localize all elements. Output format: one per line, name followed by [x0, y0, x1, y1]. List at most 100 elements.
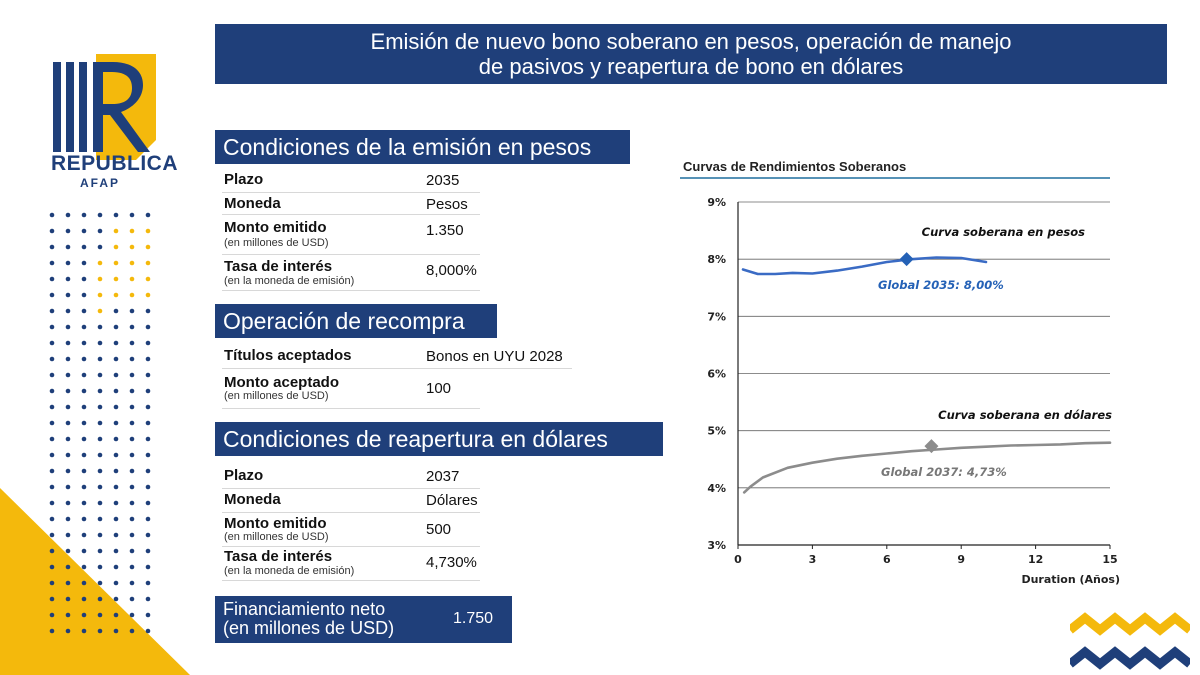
decorative-dot — [145, 404, 151, 410]
decorative-dot — [113, 212, 119, 218]
decorative-dot — [113, 612, 119, 618]
point-label-global-2037: Global 2037: 4,73% — [881, 465, 1007, 479]
decorative-dot — [81, 244, 87, 250]
decorative-dot — [113, 404, 119, 410]
decorative-dot — [145, 564, 151, 570]
recompra-monto-value: 100 — [426, 380, 452, 397]
decorative-dot — [81, 276, 87, 282]
y-tick-label: 7% — [707, 310, 726, 323]
decorative-dot — [81, 292, 87, 298]
decorative-dot — [49, 372, 55, 378]
decorative-dot — [49, 516, 55, 522]
decorative-dot — [97, 292, 103, 298]
decorative-dot — [65, 548, 71, 554]
decorative-dot — [97, 596, 103, 602]
decorative-dot — [65, 244, 71, 250]
pesos-moneda-row: Moneda Pesos — [222, 192, 480, 215]
dolares-monto-sub: (en millones de USD) — [224, 531, 329, 543]
navy-chevron-row — [1070, 646, 1190, 670]
gold-chevron-row — [1070, 612, 1190, 636]
page-title-line1: Emisión de nuevo bono soberano en pesos,… — [370, 29, 1012, 54]
decorative-dot — [113, 548, 119, 554]
decorative-dot — [113, 628, 119, 634]
decorative-dot — [49, 324, 55, 330]
decorative-dot — [129, 340, 135, 346]
y-tick-label: 8% — [707, 253, 726, 266]
x-tick-label: 15 — [1102, 553, 1117, 566]
decorative-dot — [97, 420, 103, 426]
decorative-dot — [145, 436, 151, 442]
recompra-monto-label: Monto aceptado — [224, 374, 339, 391]
decorative-dot — [145, 484, 151, 490]
pesos-tasa-row: Tasa de interés (en la moneda de emisión… — [222, 254, 480, 291]
decorative-dot — [49, 420, 55, 426]
decorative-dot — [49, 212, 55, 218]
financiamiento-sub: (en millones de USD) — [223, 618, 395, 638]
x-tick-label: 12 — [1028, 553, 1043, 566]
dolares-moneda-value: Dólares — [426, 492, 478, 509]
financiamiento-box: Financiamiento neto (en millones de USD)… — [215, 596, 512, 643]
decorative-dot — [81, 500, 87, 506]
decorative-dot — [81, 260, 87, 266]
decorative-dot — [145, 324, 151, 330]
decorative-dot — [113, 532, 119, 538]
decorative-dot — [113, 564, 119, 570]
decorative-dot — [97, 548, 103, 554]
decorative-dot — [145, 468, 151, 474]
decorative-dot — [49, 548, 55, 554]
decorative-dot — [129, 404, 135, 410]
decorative-dot — [145, 500, 151, 506]
decorative-dot — [65, 308, 71, 314]
decorative-dot — [49, 628, 55, 634]
dolares-moneda-label: Moneda — [224, 491, 281, 508]
decorative-dot — [145, 356, 151, 362]
decorative-dot — [81, 308, 87, 314]
decorative-dot — [81, 580, 87, 586]
decorative-dot — [65, 404, 71, 410]
decorative-dot — [129, 468, 135, 474]
decorative-dot — [97, 532, 103, 538]
decorative-dot — [113, 308, 119, 314]
dolares-monto-value: 500 — [426, 521, 452, 538]
decorative-dot — [145, 212, 151, 218]
decorative-dot — [65, 596, 71, 602]
decorative-dot — [65, 228, 71, 234]
decorative-dot — [129, 324, 135, 330]
series-label-pesos: Curva soberana en pesos — [922, 225, 1085, 239]
chevron-decoration — [1070, 612, 1190, 670]
decorative-dot — [145, 260, 151, 266]
pesos-monto-value: 1.350 — [426, 222, 464, 239]
decorative-dot — [129, 484, 135, 490]
decorative-dot — [97, 228, 103, 234]
decorative-dot — [65, 612, 71, 618]
decorative-dot — [49, 596, 55, 602]
x-tick-label: 0 — [734, 553, 742, 566]
decorative-dot — [81, 484, 87, 490]
decorative-dot — [97, 436, 103, 442]
decorative-dot — [97, 340, 103, 346]
decorative-dot — [65, 580, 71, 586]
decorative-dot — [81, 532, 87, 538]
decorative-dot — [129, 276, 135, 282]
chart-title: Curvas de Rendimientos Soberanos — [683, 159, 907, 174]
brand-subname: AFAP — [80, 176, 121, 190]
decorative-dot — [97, 276, 103, 282]
decorative-dot — [65, 500, 71, 506]
decorative-dot — [129, 452, 135, 458]
decorative-dot — [129, 308, 135, 314]
decorative-dot — [97, 484, 103, 490]
dolares-monto-row: Monto emitido (en millones de USD) 500 — [222, 512, 480, 547]
decorative-dot — [145, 340, 151, 346]
brand-name: REPUBLICA — [51, 152, 179, 175]
decorative-dot — [65, 420, 71, 426]
decorative-dot — [97, 356, 103, 362]
decorative-dot — [113, 516, 119, 522]
point-label-global-2035: Global 2035: 8,00% — [878, 278, 1004, 292]
pesos-monto-label: Monto emitido — [224, 219, 327, 236]
decorative-dot — [81, 388, 87, 394]
decorative-dot — [81, 228, 87, 234]
decorative-dot — [97, 404, 103, 410]
decorative-dot — [97, 468, 103, 474]
pesos-moneda-label: Moneda — [224, 195, 281, 212]
decorative-dot — [81, 340, 87, 346]
